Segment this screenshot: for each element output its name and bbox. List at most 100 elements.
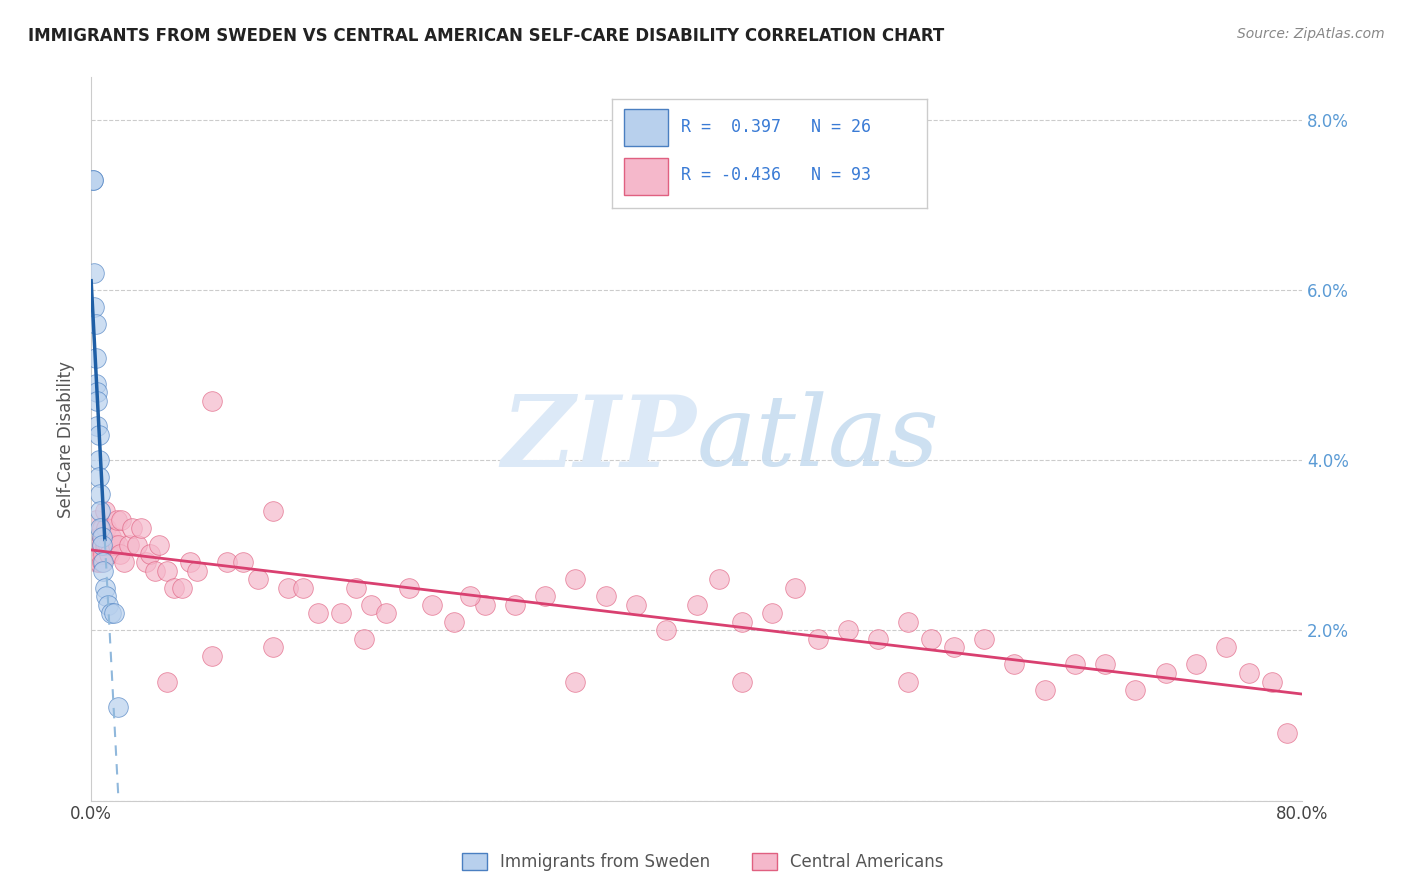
Point xyxy=(731,674,754,689)
Point xyxy=(86,555,108,569)
Point xyxy=(837,624,859,638)
Point xyxy=(91,530,114,544)
Point xyxy=(1002,657,1025,672)
Point xyxy=(89,487,111,501)
Point xyxy=(709,573,731,587)
Point xyxy=(100,530,122,544)
Point xyxy=(89,538,111,552)
Point xyxy=(761,607,783,621)
Point xyxy=(84,351,107,366)
Text: IMMIGRANTS FROM SWEDEN VS CENTRAL AMERICAN SELF-CARE DISABILITY CORRELATION CHAR: IMMIGRANTS FROM SWEDEN VS CENTRAL AMERIC… xyxy=(28,27,945,45)
Point xyxy=(89,547,111,561)
Point xyxy=(1275,725,1298,739)
Point xyxy=(107,700,129,714)
Point xyxy=(87,555,110,569)
Point xyxy=(783,581,806,595)
Point xyxy=(129,521,152,535)
Point xyxy=(89,521,111,535)
Point xyxy=(87,427,110,442)
Point xyxy=(90,555,112,569)
Point xyxy=(108,547,131,561)
Point xyxy=(84,376,107,391)
Point xyxy=(375,607,398,621)
Point xyxy=(84,317,107,331)
Point xyxy=(90,538,112,552)
Text: ZIP: ZIP xyxy=(502,391,696,487)
Point xyxy=(1064,657,1087,672)
Point xyxy=(534,590,557,604)
Point xyxy=(360,598,382,612)
Point xyxy=(624,598,647,612)
Point xyxy=(292,581,315,595)
Point xyxy=(179,555,201,569)
Point xyxy=(170,581,193,595)
Point xyxy=(868,632,890,646)
Point xyxy=(91,564,114,578)
Point xyxy=(84,513,107,527)
Point xyxy=(139,547,162,561)
Point xyxy=(262,640,284,655)
Point xyxy=(307,607,329,621)
Point xyxy=(201,393,224,408)
Point xyxy=(97,538,120,552)
Point xyxy=(82,172,104,186)
Point xyxy=(110,513,132,527)
Point xyxy=(143,564,166,578)
Point xyxy=(87,538,110,552)
Point xyxy=(156,564,179,578)
Point xyxy=(1125,683,1147,698)
Point xyxy=(1237,665,1260,680)
Point xyxy=(458,590,481,604)
Point xyxy=(90,538,112,552)
Point xyxy=(121,521,143,535)
Point xyxy=(98,547,121,561)
Point xyxy=(156,674,179,689)
Point xyxy=(1033,683,1056,698)
Point xyxy=(329,607,352,621)
Point xyxy=(1154,665,1177,680)
Point xyxy=(103,607,125,621)
Point xyxy=(398,581,420,595)
Point xyxy=(897,674,920,689)
Point xyxy=(89,504,111,518)
Point xyxy=(86,419,108,434)
Legend: Immigrants from Sweden, Central Americans: Immigrants from Sweden, Central American… xyxy=(454,845,952,880)
Point xyxy=(246,573,269,587)
Point xyxy=(125,538,148,552)
Point xyxy=(148,538,170,552)
Point xyxy=(231,555,253,569)
Point xyxy=(1185,657,1208,672)
Point xyxy=(1215,640,1237,655)
Point xyxy=(163,581,186,595)
Point xyxy=(1094,657,1116,672)
Point xyxy=(655,624,678,638)
Point xyxy=(94,538,117,552)
Point xyxy=(87,453,110,467)
Point xyxy=(87,470,110,484)
Point xyxy=(1260,674,1282,689)
Point xyxy=(97,598,120,612)
Point xyxy=(100,607,122,621)
Point xyxy=(685,598,707,612)
Point xyxy=(86,538,108,552)
Point xyxy=(897,615,920,629)
Point xyxy=(96,538,118,552)
Point xyxy=(217,555,239,569)
Point xyxy=(135,555,157,569)
Point xyxy=(86,385,108,400)
Point xyxy=(564,674,586,689)
Point xyxy=(83,300,105,314)
Point xyxy=(107,538,129,552)
Point xyxy=(82,172,104,186)
Text: atlas: atlas xyxy=(696,392,939,487)
Point xyxy=(973,632,995,646)
Point xyxy=(595,590,617,604)
Point xyxy=(420,598,443,612)
Point xyxy=(91,555,114,569)
Point xyxy=(114,555,136,569)
Point xyxy=(503,598,526,612)
Point xyxy=(90,521,112,535)
Point xyxy=(87,530,110,544)
Point xyxy=(104,530,127,544)
Point xyxy=(564,573,586,587)
